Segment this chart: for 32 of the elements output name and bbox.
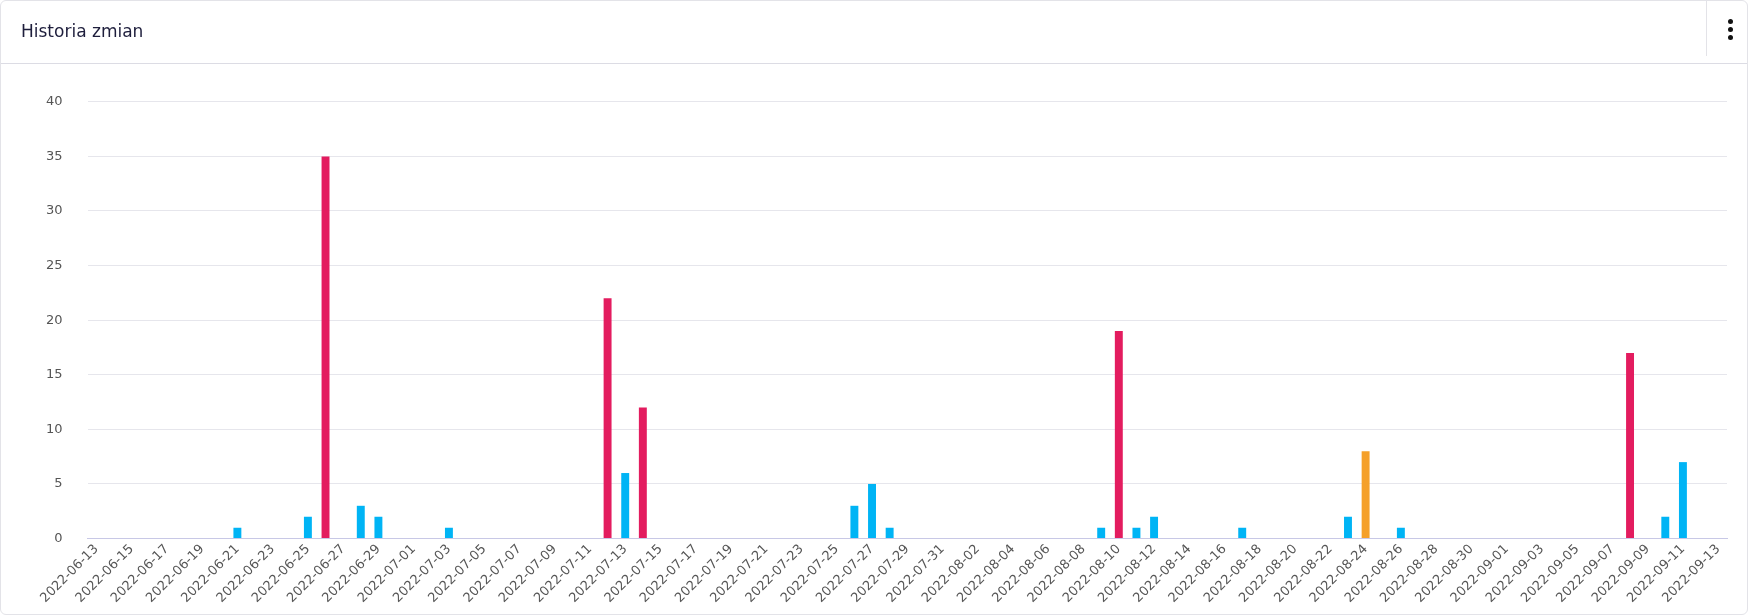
y-tick-label: 40 (46, 93, 63, 109)
bar (233, 527, 242, 539)
y-tick-label: 15 (46, 366, 63, 382)
y-tick-label: 10 (46, 420, 63, 436)
bar (1238, 527, 1247, 539)
bar (1114, 331, 1123, 539)
bar (444, 527, 453, 539)
bar (1097, 527, 1106, 539)
y-tick-label: 25 (46, 256, 63, 272)
y-tick-label: 30 (46, 202, 63, 218)
bar (1150, 516, 1159, 539)
y-tick-label: 0 (54, 529, 63, 545)
bar (303, 516, 312, 539)
bar (1661, 516, 1670, 539)
bar (603, 298, 612, 539)
bar (621, 473, 630, 539)
bar (868, 483, 876, 539)
bar (374, 516, 383, 539)
bar (1678, 462, 1687, 539)
bar (1361, 451, 1370, 539)
bar (638, 407, 647, 539)
bar (1344, 516, 1352, 539)
bar (356, 505, 365, 539)
bar (1396, 527, 1405, 539)
bar (1626, 352, 1635, 539)
y-tick-label: 5 (54, 475, 63, 491)
bar (885, 527, 894, 539)
y-tick-label: 20 (46, 311, 63, 327)
bar (850, 505, 859, 539)
y-tick-label: 35 (46, 147, 63, 163)
bar (1132, 527, 1141, 539)
chart-title: Historia zmian (21, 21, 144, 41)
